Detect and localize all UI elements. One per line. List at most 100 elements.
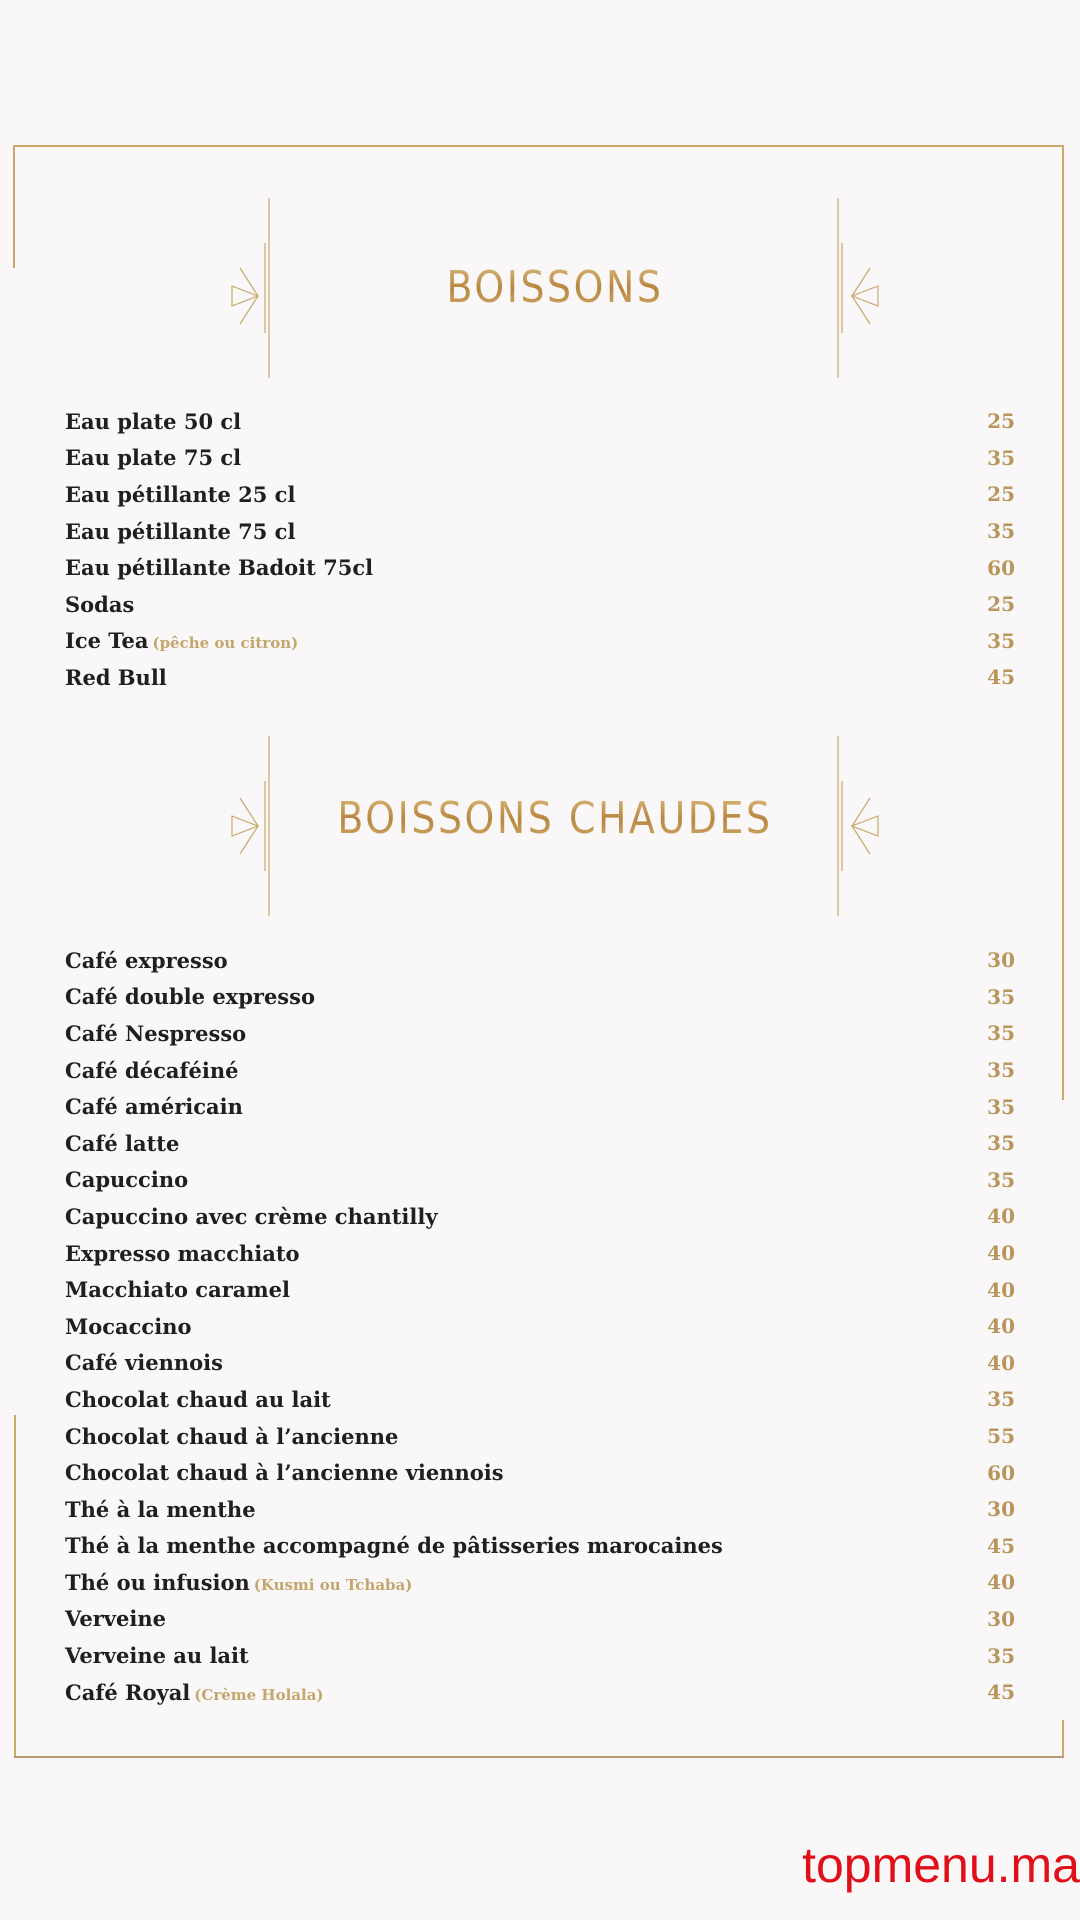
frame-right (1062, 145, 1064, 1100)
cold-drinks-list: Eau plate 50 cl 25 Eau plate 75 cl 35 Eau pé… (65, 403, 1015, 696)
menu-item: Eau pétillante 75 cl 35 (65, 513, 1015, 550)
item-price: 35 (987, 519, 1015, 544)
item-label: Eau plate 50 cl (65, 409, 241, 434)
item-label: Verveine (65, 1606, 166, 1631)
item-label: Sodas (65, 592, 134, 617)
item-label: Chocolat chaud au lait (65, 1387, 331, 1412)
menu-item: Chocolat chaud à l’ancienne viennois 60 (65, 1454, 1015, 1491)
item-label: Café américain (65, 1094, 243, 1119)
item-label: Chocolat chaud à l’ancienne (65, 1424, 398, 1449)
item-label: Thé ou infusion (Kusmi ou Tchaba) (65, 1570, 412, 1595)
item-price: 25 (987, 482, 1015, 507)
item-name: Capuccino (65, 1167, 189, 1193)
item-name: Eau pétillante Badoit 75cl (65, 555, 374, 581)
item-label: Expresso macchiato (65, 1241, 300, 1266)
item-price: 30 (987, 948, 1015, 973)
art-deco-ornament-left-icon (231, 198, 270, 378)
art-deco-ornament-left-icon (231, 736, 270, 916)
item-label: Chocolat chaud à l’ancienne viennois (65, 1460, 504, 1485)
frame-bottom (14, 1756, 1064, 1758)
item-price: 35 (987, 1167, 1015, 1192)
item-price: 40 (987, 1350, 1015, 1375)
watermark: topmenu.ma (802, 1837, 1080, 1893)
menu-item: Red Bull 45 (65, 659, 1015, 696)
item-label: Café latte (65, 1131, 179, 1156)
item-label: Verveine au lait (65, 1643, 249, 1668)
art-deco-ornament-right-icon (837, 198, 879, 378)
menu-item: Chocolat chaud au lait 35 (65, 1381, 1015, 1418)
menu-item: Café décaféiné 35 (65, 1052, 1015, 1089)
item-price: 35 (987, 1387, 1015, 1412)
item-name: Eau plate 50 cl (65, 408, 242, 434)
item-name: Café double expresso (65, 984, 315, 1010)
item-name: Eau pétillante 75 cl (65, 518, 296, 544)
item-price: 25 (987, 409, 1015, 434)
menu-item: Mocaccino 40 (65, 1308, 1015, 1345)
item-price: 40 (987, 1241, 1015, 1266)
frame-right-bottom (1062, 1720, 1064, 1758)
item-name: Chocolat chaud au lait (65, 1386, 331, 1412)
item-name: Café décaféiné (65, 1057, 239, 1083)
item-name: Ice Tea (65, 628, 149, 654)
item-name: Café latte (65, 1130, 180, 1156)
menu-item: Café latte 35 (65, 1125, 1015, 1162)
item-name: Thé à la menthe (65, 1496, 256, 1522)
item-label: Thé à la menthe accompagné de pâtisserie… (65, 1533, 723, 1558)
item-price: 30 (987, 1606, 1015, 1631)
item-label: Mocaccino (65, 1314, 191, 1339)
menu-item: Café Nespresso 35 (65, 1015, 1015, 1052)
menu-item: Eau pétillante 25 cl 25 (65, 476, 1015, 513)
item-name: Thé ou infusion (65, 1569, 250, 1595)
item-name: Café Nespresso (65, 1020, 247, 1046)
item-label: Eau pétillante Badoit 75cl (65, 555, 373, 580)
item-name: Macchiato caramel (65, 1277, 290, 1303)
item-label: Capuccino (65, 1167, 188, 1192)
item-label: Eau plate 75 cl (65, 445, 241, 470)
menu-item: Eau plate 50 cl 25 (65, 403, 1015, 440)
item-name: Eau plate 75 cl (65, 445, 242, 471)
item-price: 35 (987, 1094, 1015, 1119)
item-name: Capuccino avec crème chantilly (65, 1203, 438, 1229)
menu-item: Ice Tea (pêche ou citron) 35 (65, 623, 1015, 660)
item-price: 40 (987, 1204, 1015, 1229)
item-price: 35 (987, 445, 1015, 470)
item-name: Verveine (65, 1606, 166, 1632)
item-name: Café Royal (65, 1679, 191, 1705)
item-name: Chocolat chaud à l’ancienne (65, 1423, 399, 1449)
menu-item: Chocolat chaud à l’ancienne 55 (65, 1418, 1015, 1455)
item-label: Café décaféiné (65, 1058, 238, 1083)
item-label: Café expresso (65, 948, 228, 973)
section-title: BOISSONS FRAÎCHES (336, 258, 775, 373)
item-note: (pêche ou citron) (152, 634, 299, 653)
item-name: Café viennois (65, 1350, 223, 1376)
menu-item: Eau plate 75 cl 35 (65, 440, 1015, 477)
item-label: Ice Tea (pêche ou citron) (65, 628, 298, 653)
item-label: Thé à la menthe (65, 1497, 256, 1522)
section-title: BOISSONS CHAUDES (336, 789, 775, 849)
menu-item: Eau pétillante Badoit 75cl 60 (65, 549, 1015, 586)
item-label: Eau pétillante 75 cl (65, 519, 295, 544)
item-label: Eau pétillante 25 cl (65, 482, 295, 507)
item-name: Thé à la menthe accompagné de pâtisserie… (65, 1533, 723, 1559)
item-price: 25 (987, 592, 1015, 617)
section-heading-hot: BOISSONS CHAUDES (0, 736, 1080, 916)
item-label: Café Royal (Crème Holala) (65, 1680, 324, 1705)
menu-item: Sodas 25 (65, 586, 1015, 623)
menu-item: Thé ou infusion (Kusmi ou Tchaba) 40 (65, 1564, 1015, 1601)
item-price: 45 (987, 665, 1015, 690)
item-price: 35 (987, 984, 1015, 1009)
menu-item: Capuccino avec crème chantilly 40 (65, 1198, 1015, 1235)
item-note: (Kusmi ou Tchaba) (253, 1575, 413, 1594)
item-label: Capuccino avec crème chantilly (65, 1204, 438, 1229)
item-price: 40 (987, 1570, 1015, 1595)
item-price: 55 (987, 1424, 1015, 1449)
item-price: 60 (987, 555, 1015, 580)
item-price: 35 (987, 1131, 1015, 1156)
item-name: Mocaccino (65, 1313, 192, 1339)
item-price: 40 (987, 1277, 1015, 1302)
menu-item: Café Royal (Crème Holala) 45 (65, 1674, 1015, 1711)
item-note: (Crème Holala) (194, 1685, 324, 1704)
item-label: Macchiato caramel (65, 1277, 290, 1302)
frame-top (13, 145, 1063, 147)
item-price: 45 (987, 1533, 1015, 1558)
